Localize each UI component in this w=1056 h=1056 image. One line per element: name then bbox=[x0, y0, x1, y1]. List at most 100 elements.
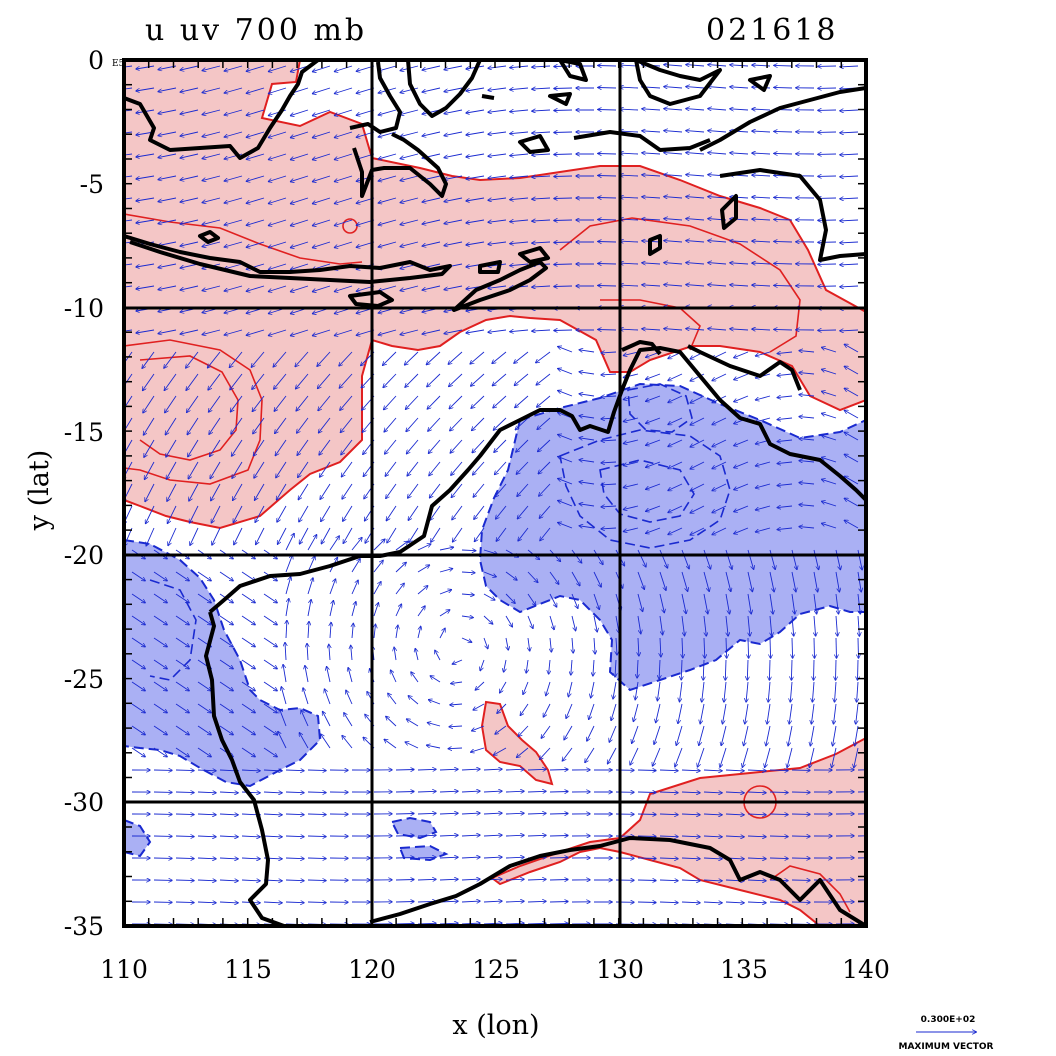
wind-vector bbox=[461, 813, 480, 814]
wind-vector bbox=[387, 527, 397, 543]
wind-vector bbox=[351, 538, 362, 551]
wind-vector bbox=[532, 198, 551, 199]
wind-vector bbox=[146, 505, 155, 524]
wind-vector bbox=[703, 792, 722, 793]
wind-vector bbox=[496, 505, 507, 519]
wind-vector bbox=[335, 329, 353, 336]
wind-vector bbox=[708, 109, 727, 110]
wind-vector bbox=[153, 637, 167, 647]
wind-vector bbox=[774, 329, 793, 330]
wind-vector bbox=[748, 637, 749, 658]
wind-vector bbox=[452, 659, 463, 664]
wind-vector bbox=[180, 131, 199, 136]
wind-vector bbox=[383, 351, 397, 365]
wind-vector bbox=[313, 65, 331, 72]
wind-vector bbox=[286, 621, 287, 639]
wind-vector bbox=[439, 835, 458, 836]
wind-vector bbox=[395, 604, 401, 617]
wind-vector bbox=[180, 197, 199, 202]
wind-vector bbox=[845, 388, 859, 397]
wind-vector bbox=[246, 109, 265, 115]
wind-vector bbox=[505, 791, 524, 792]
wind-vector bbox=[601, 352, 617, 353]
wind-vector bbox=[505, 593, 515, 603]
wind-vector bbox=[165, 417, 177, 435]
wind-vector bbox=[642, 263, 661, 264]
wind-vector bbox=[708, 263, 727, 264]
wind-vector bbox=[429, 700, 441, 705]
max-vector-legend: 0.300E+02 MAXIMUM VECTOR bbox=[898, 1015, 993, 1052]
wind-vector bbox=[620, 87, 639, 88]
wind-vector bbox=[263, 902, 282, 903]
wind-vector bbox=[747, 770, 766, 771]
wind-vector bbox=[756, 461, 771, 466]
wind-vector bbox=[197, 792, 216, 793]
wind-vector bbox=[664, 131, 683, 132]
wind-vector bbox=[320, 483, 331, 499]
wind-vector bbox=[620, 241, 639, 242]
wind-vector bbox=[822, 457, 837, 463]
wind-vector bbox=[514, 373, 529, 385]
wind-vector bbox=[523, 681, 529, 694]
wind-vector bbox=[708, 153, 727, 154]
wind-vector bbox=[747, 659, 748, 680]
wind-vector bbox=[411, 672, 419, 683]
wind-vector bbox=[624, 395, 639, 400]
wind-vector bbox=[439, 791, 458, 792]
wind-vector bbox=[725, 792, 744, 793]
wind-vector bbox=[378, 109, 397, 115]
wind-vector bbox=[712, 373, 727, 381]
wind-vector bbox=[734, 483, 749, 490]
wind-vector bbox=[810, 725, 815, 746]
wind-vector bbox=[202, 175, 221, 181]
wind-vector bbox=[417, 565, 429, 573]
wind-vector bbox=[637, 659, 638, 678]
wind-vector bbox=[219, 836, 238, 837]
wind-vector bbox=[725, 770, 744, 771]
wind-vector bbox=[510, 154, 529, 156]
wind-vector bbox=[153, 747, 167, 757]
wind-vector bbox=[329, 645, 330, 661]
wind-vector bbox=[407, 439, 419, 454]
wind-vector bbox=[756, 395, 771, 400]
wind-vector bbox=[340, 395, 353, 410]
wind-vector bbox=[307, 858, 326, 859]
wind-vector bbox=[668, 395, 683, 402]
wind-vector bbox=[752, 109, 771, 110]
wind-vector bbox=[269, 285, 287, 292]
wind-vector bbox=[297, 417, 309, 433]
wind-vector bbox=[659, 836, 678, 837]
wind-vector bbox=[298, 461, 309, 477]
wind-vector bbox=[488, 175, 507, 178]
wind-vector bbox=[637, 902, 656, 903]
wind-vector bbox=[131, 747, 145, 757]
wind-vector bbox=[483, 769, 502, 770]
wind-vector bbox=[777, 506, 793, 508]
wind-vector bbox=[175, 858, 194, 859]
wind-vector bbox=[637, 792, 656, 793]
wind-vector bbox=[494, 417, 507, 430]
wind-vector bbox=[131, 681, 145, 691]
wind-vector bbox=[285, 880, 304, 881]
wind-vector bbox=[224, 175, 243, 181]
wind-vector bbox=[845, 454, 859, 463]
wind-vector bbox=[637, 593, 643, 611]
wind-vector bbox=[291, 219, 309, 226]
wind-vector bbox=[593, 615, 597, 632]
wind-vector bbox=[601, 528, 617, 529]
wind-vector bbox=[405, 373, 419, 387]
wind-vector bbox=[449, 373, 463, 386]
wind-vector bbox=[811, 703, 815, 724]
wind-vector bbox=[417, 879, 436, 880]
wind-vector bbox=[630, 747, 639, 765]
wind-vector bbox=[633, 703, 639, 721]
wind-vector bbox=[615, 659, 616, 677]
wind-vector bbox=[450, 439, 463, 453]
wind-vector bbox=[296, 373, 309, 389]
wind-vector bbox=[400, 109, 419, 115]
wind-vector bbox=[822, 413, 837, 419]
wind-vector bbox=[510, 176, 529, 178]
wind-vector bbox=[703, 770, 722, 771]
wind-vector bbox=[291, 241, 309, 248]
wind-vector bbox=[444, 197, 463, 202]
